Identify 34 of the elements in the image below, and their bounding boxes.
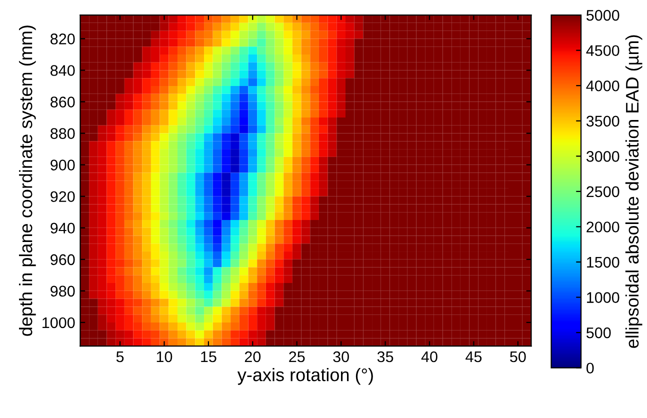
x-tick-label: 25: [289, 351, 305, 362]
x-tick-label: 50: [510, 351, 526, 362]
color-bar-label: 4500: [586, 45, 620, 56]
y-tick-label: 960: [50, 254, 75, 266]
color-bar-title: ellipsoidal absolute deviation EAD (µm): [625, 35, 642, 348]
x-tick-label: 10: [156, 351, 172, 362]
y-tick-label: 940: [50, 222, 75, 234]
color-bar-label: 1500: [587, 256, 620, 268]
y-tick-label: 920: [50, 191, 75, 202]
x-tick-label: 15: [201, 352, 216, 362]
y-tick-label: 1000: [42, 317, 75, 328]
color-bar-label: 3500: [586, 116, 620, 127]
x-tick-label: 40: [421, 351, 438, 362]
x-tick-label: 20: [244, 351, 261, 362]
color-bar-label: 5000: [586, 10, 620, 21]
x-tick-label: 5: [116, 352, 124, 362]
color-bar-label: 3000: [586, 151, 620, 162]
y-tick-label: 840: [50, 65, 75, 76]
x-tick-label: 35: [377, 351, 394, 362]
y-tick-label: 820: [50, 34, 75, 44]
y-tick-label: 860: [50, 96, 75, 108]
color-bar-label: 2500: [586, 186, 620, 198]
color-bar-label: 2000: [586, 222, 620, 232]
color-bar-label: 500: [586, 327, 611, 338]
x-tick-label: 45: [466, 352, 482, 362]
y-tick-label: 980: [50, 286, 75, 297]
color-bar-label: 0: [586, 362, 594, 374]
x-tick-label: 30: [333, 351, 349, 362]
y-tick-label: 900: [50, 160, 75, 170]
y-axis-title: depth in plane coordinate system (mm): [18, 26, 36, 336]
color-bar-label: 4000: [586, 80, 620, 92]
x-axis-title: y-axis rotation (°): [237, 368, 373, 385]
color-bar-label: 1000: [587, 292, 620, 303]
y-tick-label: 880: [50, 128, 75, 139]
